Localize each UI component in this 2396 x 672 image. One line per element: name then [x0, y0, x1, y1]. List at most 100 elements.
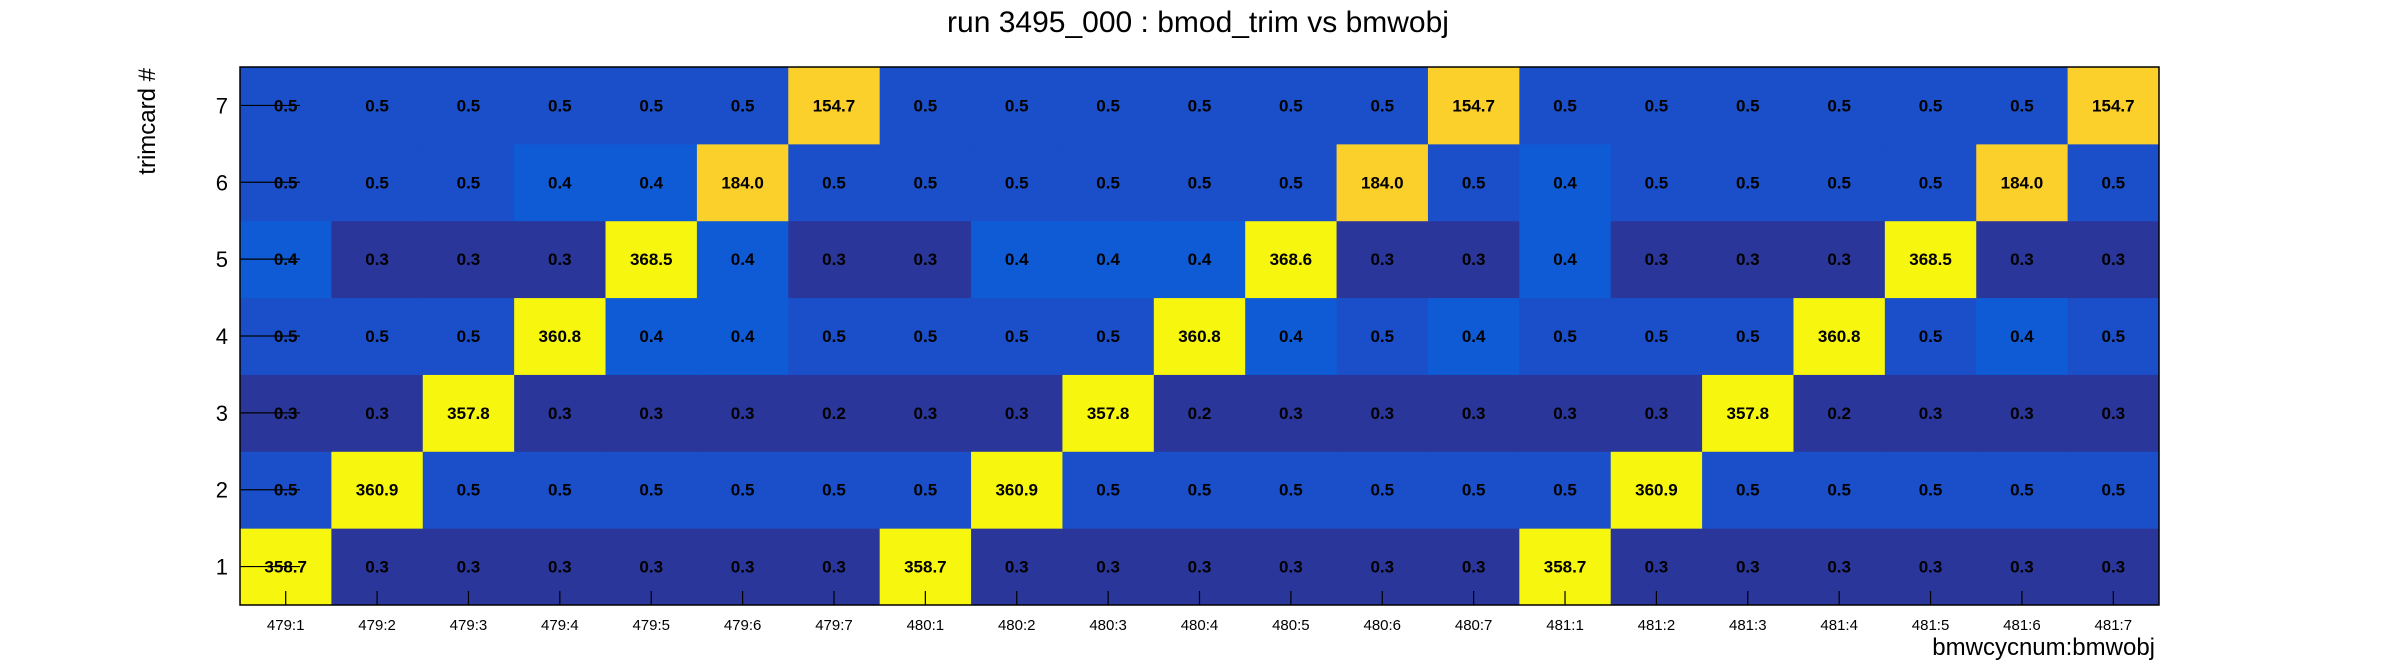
cell-value-label: 0.5	[1827, 481, 1851, 500]
cell-value-label: 360.9	[995, 481, 1038, 500]
cell-value-label: 0.3	[1462, 404, 1486, 423]
heatmap-cell	[1062, 374, 1155, 452]
heatmap-cell	[1702, 374, 1794, 452]
heatmap-cell	[2067, 374, 2160, 452]
heatmap-cell	[1702, 220, 1794, 299]
heatmap-cell	[331, 297, 424, 375]
x-tick-label: 481:4	[1820, 617, 1858, 634]
heatmap-cell	[696, 220, 789, 299]
heatmap-cell	[696, 297, 789, 375]
cell-value-label: 0.5	[914, 327, 938, 346]
cell-value-label: 0.3	[2010, 250, 2034, 269]
cell-value-label: 0.5	[457, 173, 481, 192]
cell-value-label: 0.4	[1553, 250, 1577, 269]
heatmap-cell	[1610, 143, 1703, 222]
x-axis-ticks: 479:1 479:2 479:3 479:4 479:5 479:6 479:7 480:1…	[267, 591, 2132, 634]
heatmap-cell	[879, 451, 972, 529]
heatmap-cell	[1519, 143, 1612, 222]
heatmap-cell	[2067, 67, 2160, 145]
heatmap-cell	[788, 297, 881, 375]
cell-value-label: 0.5	[2101, 481, 2125, 500]
x-tick-label: 479:7	[815, 617, 853, 634]
cell-value-label: 0.5	[1462, 173, 1486, 192]
cell-value-label: 0.5	[457, 481, 481, 500]
cell-value-label: 0.5	[548, 481, 572, 500]
cell-value-label: 0.3	[1645, 250, 1669, 269]
cell-value-label: 0.3	[457, 558, 481, 577]
heatmap-cell	[696, 67, 789, 145]
heatmap-cell	[1245, 143, 1338, 222]
cell-value-label: 358.7	[1544, 558, 1587, 577]
heatmap-cell	[788, 451, 881, 529]
heatmap-cell	[1793, 67, 1886, 145]
cell-value-label: 0.5	[1645, 173, 1669, 192]
heatmap-cell	[2067, 451, 2160, 529]
cell-value-label: 0.3	[1919, 558, 1943, 577]
heatmap-cell	[1336, 374, 1429, 452]
cell-value-label: 0.5	[365, 96, 389, 115]
cell-value-label: 360.9	[356, 481, 399, 500]
heatmap-cell	[696, 143, 789, 222]
cell-value-label: 0.3	[822, 558, 846, 577]
heatmap-cell	[514, 143, 607, 222]
cell-value-label: 154.7	[1452, 96, 1495, 115]
heatmap-cell	[1153, 220, 1246, 299]
cell-value-label: 0.5	[548, 96, 572, 115]
heatmap-cell	[1153, 374, 1246, 452]
x-tick-label: 481:1	[1546, 617, 1584, 634]
heatmap-cell	[422, 143, 515, 222]
heatmap-cell	[1062, 297, 1155, 375]
x-tick-label: 481:6	[2003, 617, 2041, 634]
cell-value-label: 0.5	[822, 327, 846, 346]
y-tick-label: 7	[216, 93, 228, 118]
x-tick-label: 479:4	[541, 617, 579, 634]
cell-value-label: 0.3	[1827, 558, 1851, 577]
heatmap-cell	[605, 297, 698, 375]
heatmap-cell	[1884, 297, 1977, 375]
heatmap-cell	[1519, 451, 1612, 529]
heatmap-cell	[971, 451, 1063, 529]
x-tick-label: 480:4	[1181, 617, 1219, 634]
cell-value-label: 357.8	[447, 404, 490, 423]
cell-value-label: 0.3	[914, 250, 938, 269]
cell-value-label: 0.5	[914, 96, 938, 115]
heatmap-cell	[1245, 374, 1338, 452]
cell-value-label: 0.5	[1370, 481, 1394, 500]
x-tick-label: 480:7	[1455, 617, 1493, 634]
heatmap-cell	[1610, 67, 1703, 145]
heatmap-cell	[1062, 220, 1155, 299]
heatmap-cell	[1336, 143, 1429, 222]
heatmap-cell	[422, 220, 515, 299]
heatmap-cell	[1062, 143, 1155, 222]
cell-value-label: 0.5	[365, 173, 389, 192]
cell-value-label: 0.5	[365, 327, 389, 346]
y-tick-label: 2	[216, 478, 228, 503]
heatmap-cell	[1976, 220, 2069, 299]
heatmap-cell	[514, 374, 607, 452]
cell-value-label: 0.5	[1919, 173, 1943, 192]
cell-value-label: 368.6	[1270, 250, 1313, 269]
heatmap-cell	[1793, 143, 1886, 222]
x-tick-label: 481:5	[1912, 617, 1950, 634]
heatmap-cell	[879, 297, 972, 375]
cell-value-label: 184.0	[721, 173, 764, 192]
heatmap-cell	[514, 297, 607, 375]
cell-value-label: 0.5	[1005, 96, 1029, 115]
cell-value-label: 0.4	[1005, 250, 1029, 269]
cell-value-label: 360.8	[539, 327, 582, 346]
cell-value-label: 0.5	[1188, 481, 1212, 500]
heatmap-cell	[331, 220, 424, 299]
heatmap-cell	[696, 451, 789, 529]
cell-value-label: 360.9	[1635, 481, 1678, 500]
x-tick-label: 480:2	[998, 617, 1036, 634]
cell-value-label: 358.7	[904, 558, 947, 577]
cell-value-label: 0.3	[2101, 250, 2125, 269]
x-tick-label: 480:1	[907, 617, 945, 634]
heatmap-cell	[1702, 297, 1794, 375]
cell-value-label: 0.5	[1096, 96, 1120, 115]
cell-value-label: 0.5	[1279, 481, 1303, 500]
cell-value-label: 0.3	[1279, 558, 1303, 577]
y-tick-label: 4	[216, 324, 228, 349]
cell-value-label: 0.5	[1736, 96, 1760, 115]
